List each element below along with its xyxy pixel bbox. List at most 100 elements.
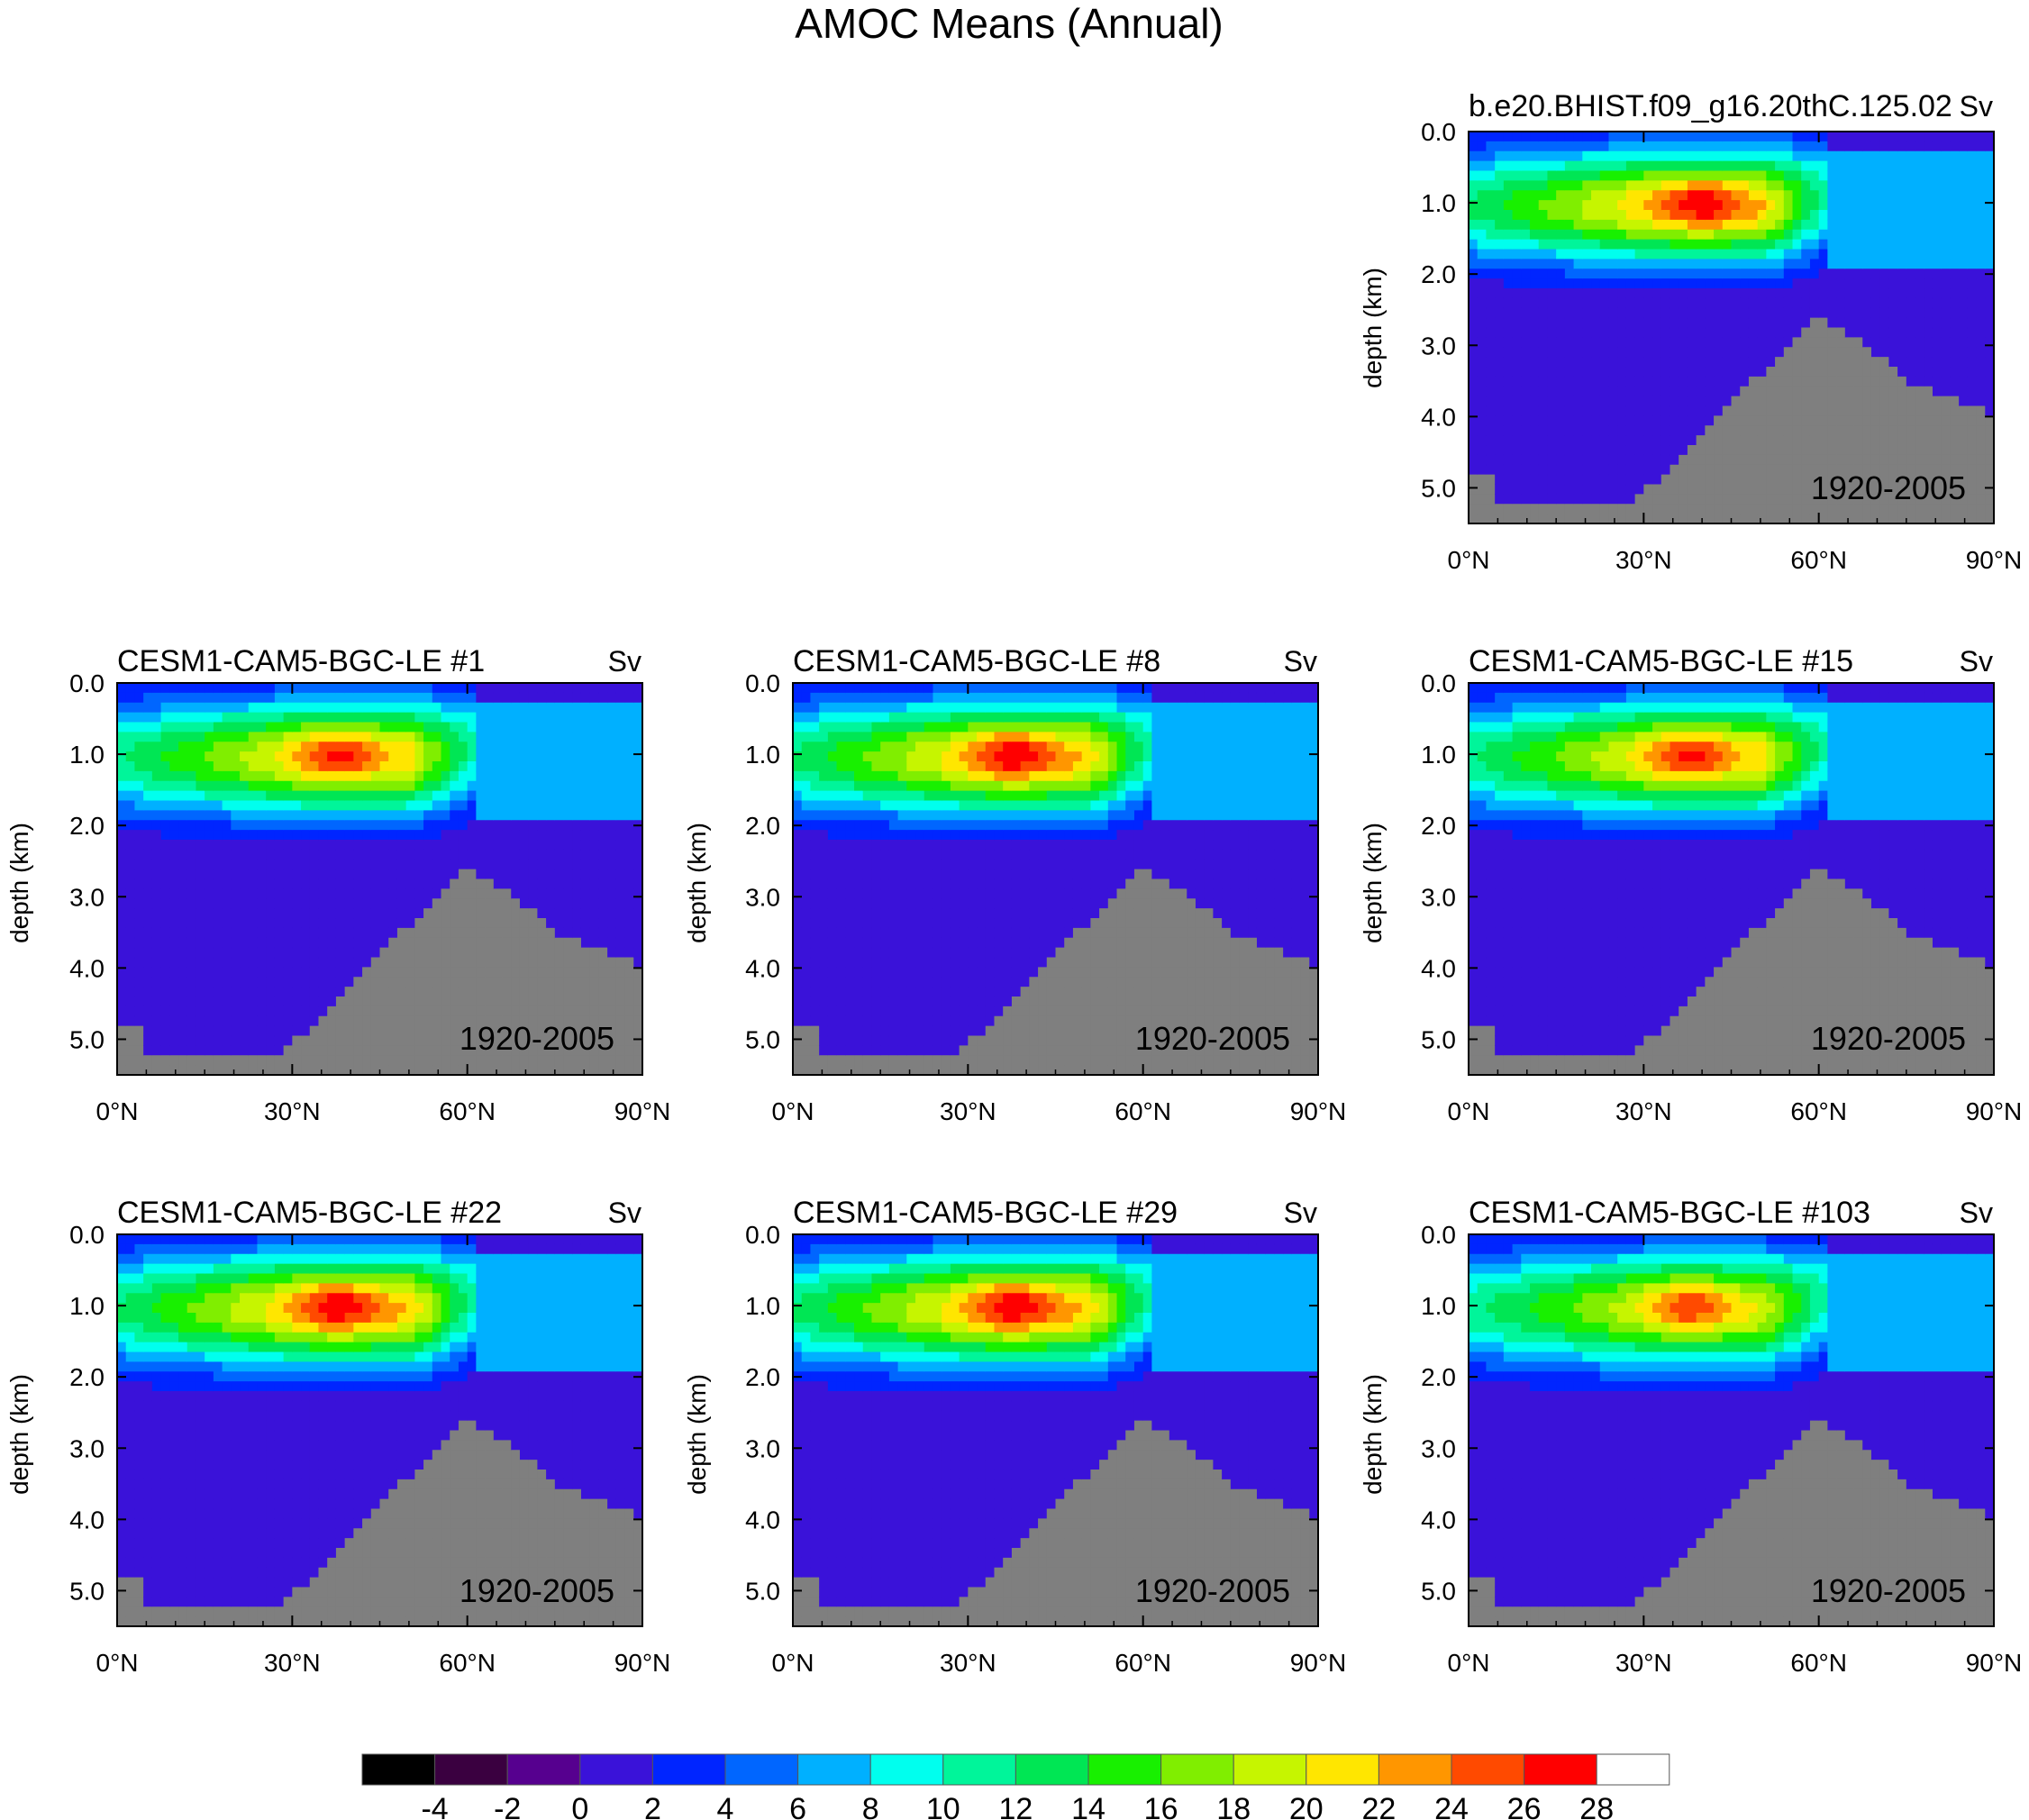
field-cell bbox=[1844, 249, 1855, 259]
field-cell bbox=[1556, 454, 1566, 466]
field-cell bbox=[485, 732, 495, 742]
field-cell bbox=[1714, 504, 1724, 514]
field-cell bbox=[1844, 445, 1855, 456]
field-cell bbox=[485, 780, 495, 792]
field-cell bbox=[283, 751, 293, 762]
field-cell bbox=[1714, 494, 1724, 505]
field-cell bbox=[370, 1045, 381, 1056]
field-cell bbox=[196, 751, 205, 762]
field-cell bbox=[125, 947, 136, 959]
field-cell bbox=[1722, 180, 1733, 191]
field-cell bbox=[266, 918, 276, 929]
field-cell bbox=[1582, 474, 1592, 486]
field-cell bbox=[1538, 288, 1549, 299]
field-cell bbox=[1985, 150, 1995, 162]
field-cell bbox=[1844, 239, 1855, 250]
field-cell bbox=[1634, 337, 1644, 348]
field-cell bbox=[143, 830, 153, 841]
field-cell bbox=[1705, 464, 1715, 476]
field-cell bbox=[353, 996, 363, 1007]
field-cell bbox=[1714, 484, 1724, 495]
field-cell bbox=[1652, 150, 1662, 162]
field-cell bbox=[423, 967, 433, 978]
field-cell bbox=[563, 1035, 573, 1046]
field-cell bbox=[266, 751, 276, 762]
field-cell bbox=[1714, 386, 1724, 397]
field-cell bbox=[598, 1015, 608, 1027]
field-cell bbox=[178, 1065, 188, 1076]
field-cell bbox=[1775, 484, 1785, 495]
field-cell bbox=[1495, 278, 1505, 289]
field-cell bbox=[467, 888, 477, 899]
field-cell bbox=[353, 1065, 363, 1076]
field-cell bbox=[1792, 297, 1802, 309]
field-cell bbox=[1643, 445, 1653, 456]
field-cell bbox=[222, 683, 232, 694]
field-cell bbox=[572, 1035, 582, 1046]
field-cell bbox=[414, 761, 424, 772]
field-cell bbox=[379, 869, 389, 880]
field-cell bbox=[1538, 367, 1549, 378]
field-cell bbox=[222, 712, 232, 723]
field-cell bbox=[1617, 425, 1627, 436]
field-cell bbox=[1924, 474, 1933, 486]
field-cell bbox=[1696, 200, 1706, 211]
field-cell bbox=[301, 859, 311, 870]
field-cell bbox=[1748, 514, 1759, 524]
field-cell bbox=[1809, 150, 1820, 162]
field-cell bbox=[1625, 514, 1636, 524]
field-cell bbox=[1731, 405, 1741, 416]
field-cell bbox=[633, 770, 643, 782]
field-cell bbox=[1809, 464, 1820, 476]
panel-period: 1920-2005 bbox=[459, 1020, 614, 1057]
field-cell bbox=[1801, 445, 1811, 456]
field-cell bbox=[196, 888, 205, 899]
field-cell bbox=[213, 830, 223, 841]
field-cell bbox=[1617, 504, 1627, 514]
field-cell bbox=[1564, 200, 1575, 211]
field-cell bbox=[1556, 278, 1566, 289]
field-cell bbox=[1818, 347, 1828, 358]
field-cell bbox=[563, 761, 573, 772]
field-cell bbox=[1853, 415, 1863, 426]
field-cell bbox=[1879, 249, 1889, 259]
field-cell bbox=[414, 937, 424, 949]
field-cell bbox=[1775, 494, 1785, 505]
field-cell bbox=[1512, 415, 1522, 426]
field-cell bbox=[344, 800, 354, 811]
field-cell bbox=[1879, 141, 1889, 152]
field-cell bbox=[1705, 396, 1715, 407]
field-cell bbox=[467, 859, 477, 870]
field-cell bbox=[1661, 445, 1671, 456]
field-cell bbox=[143, 722, 153, 733]
field-cell bbox=[1888, 141, 1898, 152]
field-cell bbox=[396, 898, 407, 909]
field-cell bbox=[1696, 317, 1706, 329]
field-cell bbox=[441, 790, 450, 802]
field-cell bbox=[1722, 200, 1733, 211]
field-cell bbox=[134, 742, 144, 752]
field-cell bbox=[1836, 454, 1846, 466]
field-cell bbox=[1634, 200, 1644, 211]
field-cell bbox=[160, 927, 170, 939]
field-cell bbox=[187, 830, 197, 841]
field-cell bbox=[187, 918, 197, 929]
field-cell bbox=[511, 702, 521, 714]
field-cell bbox=[205, 840, 214, 851]
field-cell bbox=[1521, 132, 1531, 142]
field-cell bbox=[485, 937, 495, 949]
field-cell bbox=[1906, 268, 1916, 279]
field-cell bbox=[458, 947, 469, 959]
field-cell bbox=[1809, 200, 1820, 211]
field-cell bbox=[301, 996, 311, 1007]
field-cell bbox=[1783, 160, 1794, 172]
field-cell bbox=[388, 1006, 398, 1017]
field-cell bbox=[353, 780, 363, 792]
field-cell bbox=[1722, 445, 1733, 456]
field-cell bbox=[362, 918, 372, 929]
field-cell bbox=[257, 957, 267, 968]
field-cell bbox=[1853, 474, 1863, 486]
field-cell bbox=[458, 987, 469, 997]
field-cell bbox=[248, 878, 259, 889]
field-cell bbox=[1844, 386, 1855, 397]
